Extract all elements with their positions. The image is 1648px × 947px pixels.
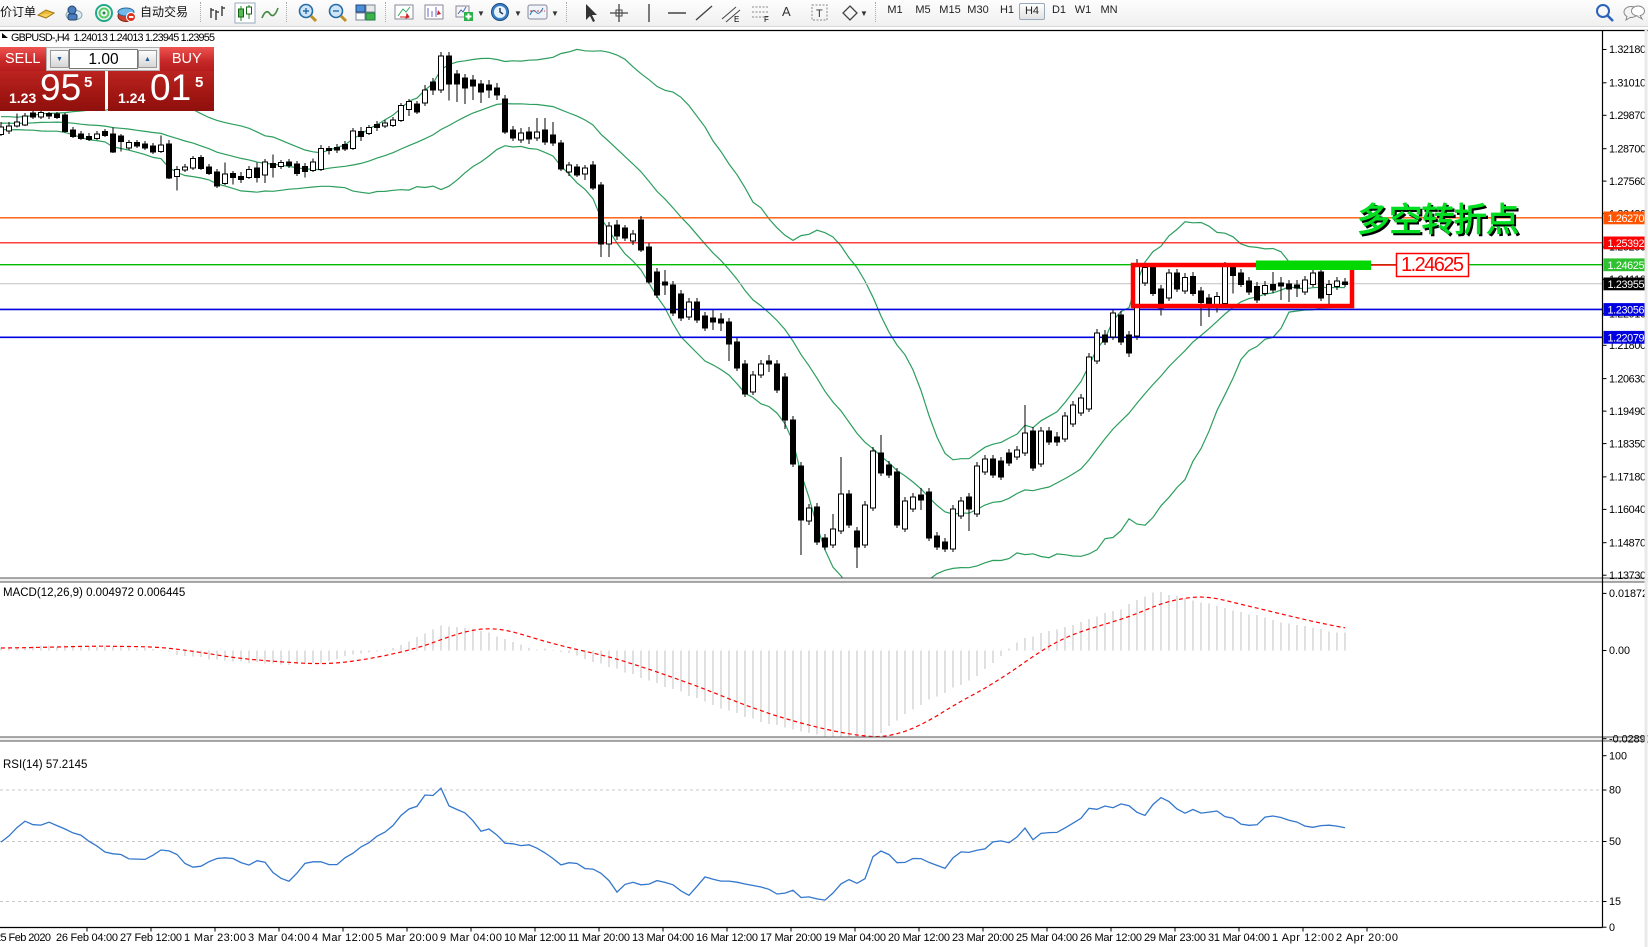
svg-text:0: 0	[1609, 922, 1615, 934]
svg-text:多空转折点: 多空转折点	[1357, 201, 1519, 238]
svg-text:0.00: 0.00	[1609, 645, 1630, 657]
svg-text:E: E	[734, 15, 739, 23]
svg-text:27 Feb 12:00: 27 Feb 12:00	[120, 932, 182, 944]
svg-text:31 Mar 04:00: 31 Mar 04:00	[1208, 932, 1270, 944]
svg-text:100: 100	[1609, 750, 1627, 762]
svg-text:1.28700: 1.28700	[1609, 143, 1646, 155]
svg-text:11 Mar 20:00: 11 Mar 20:00	[568, 932, 630, 944]
svg-text:1.32180: 1.32180	[1609, 44, 1646, 56]
svg-text:-0.028913: -0.028913	[1609, 733, 1648, 745]
svg-text:1.24625: 1.24625	[1401, 254, 1464, 276]
svg-text:26 Mar 12:00: 26 Mar 12:00	[1080, 932, 1142, 944]
svg-text:1 Mar 23:00: 1 Mar 23:00	[184, 932, 246, 944]
svg-text:29 Mar 23:00: 29 Mar 23:00	[1144, 932, 1206, 944]
svg-text:GBPUSD-,H4 1.24013 1.24013 1.: GBPUSD-,H4 1.24013 1.24013 1.23945 1.239…	[11, 32, 215, 44]
svg-text:0.018721: 0.018721	[1609, 588, 1648, 600]
svg-text:1.14870: 1.14870	[1609, 537, 1646, 549]
svg-text:2 Apr 20:00: 2 Apr 20:00	[1336, 932, 1398, 944]
svg-text:1.17180: 1.17180	[1609, 472, 1646, 484]
svg-text:20 Mar 12:00: 20 Mar 12:00	[888, 932, 950, 944]
svg-text:RSI(14) 57.2145: RSI(14) 57.2145	[3, 759, 87, 771]
svg-text:T: T	[816, 8, 823, 20]
svg-text:1.18350: 1.18350	[1609, 438, 1646, 450]
svg-text:F: F	[764, 15, 769, 23]
svg-text:1.25392: 1.25392	[1608, 238, 1645, 250]
svg-text:1.22079: 1.22079	[1608, 332, 1645, 344]
svg-text:1.26270: 1.26270	[1608, 213, 1645, 225]
svg-text:5 Mar 20:00: 5 Mar 20:00	[376, 932, 438, 944]
svg-text:MACD(12,26,9) 0.004972 0.00644: MACD(12,26,9) 0.004972 0.006445	[3, 587, 185, 599]
svg-text:1.27560: 1.27560	[1609, 176, 1646, 188]
svg-text:26 Feb 04:00: 26 Feb 04:00	[56, 932, 118, 944]
svg-text:1.31010: 1.31010	[1609, 78, 1646, 90]
svg-text:23 Mar 20:00: 23 Mar 20:00	[952, 932, 1014, 944]
svg-text:4 Mar 12:00: 4 Mar 12:00	[312, 932, 374, 944]
svg-text:1.24625: 1.24625	[1608, 260, 1645, 272]
svg-text:25 Mar 04:00: 25 Mar 04:00	[1016, 932, 1078, 944]
svg-text:多空转折点: 多空转折点	[1359, 203, 1521, 240]
svg-text:10 Mar 12:00: 10 Mar 12:00	[504, 932, 566, 944]
svg-text:1.13730: 1.13730	[1609, 570, 1646, 582]
svg-text:1.29870: 1.29870	[1609, 110, 1646, 122]
svg-text:1.23955: 1.23955	[1608, 279, 1645, 291]
svg-text:3 Mar 04:00: 3 Mar 04:00	[248, 932, 310, 944]
svg-text:50: 50	[1609, 836, 1621, 848]
svg-text:9 Mar 04:00: 9 Mar 04:00	[440, 932, 502, 944]
svg-text:1.20630: 1.20630	[1609, 373, 1646, 385]
svg-text:1.23056: 1.23056	[1608, 305, 1645, 317]
svg-text:25 Feb 2020: 25 Feb 2020	[0, 932, 51, 944]
svg-text:17 Mar 20:00: 17 Mar 20:00	[760, 932, 822, 944]
svg-text:1 Apr 12:00: 1 Apr 12:00	[1272, 932, 1334, 944]
svg-text:16 Mar 12:00: 16 Mar 12:00	[696, 932, 758, 944]
svg-text:1.16040: 1.16040	[1609, 504, 1646, 516]
svg-text:19 Mar 04:00: 19 Mar 04:00	[824, 932, 886, 944]
svg-text:13 Mar 04:00: 13 Mar 04:00	[632, 932, 694, 944]
svg-text:15: 15	[1609, 896, 1621, 908]
svg-text:80: 80	[1609, 785, 1621, 797]
svg-text:1.19490: 1.19490	[1609, 406, 1646, 418]
